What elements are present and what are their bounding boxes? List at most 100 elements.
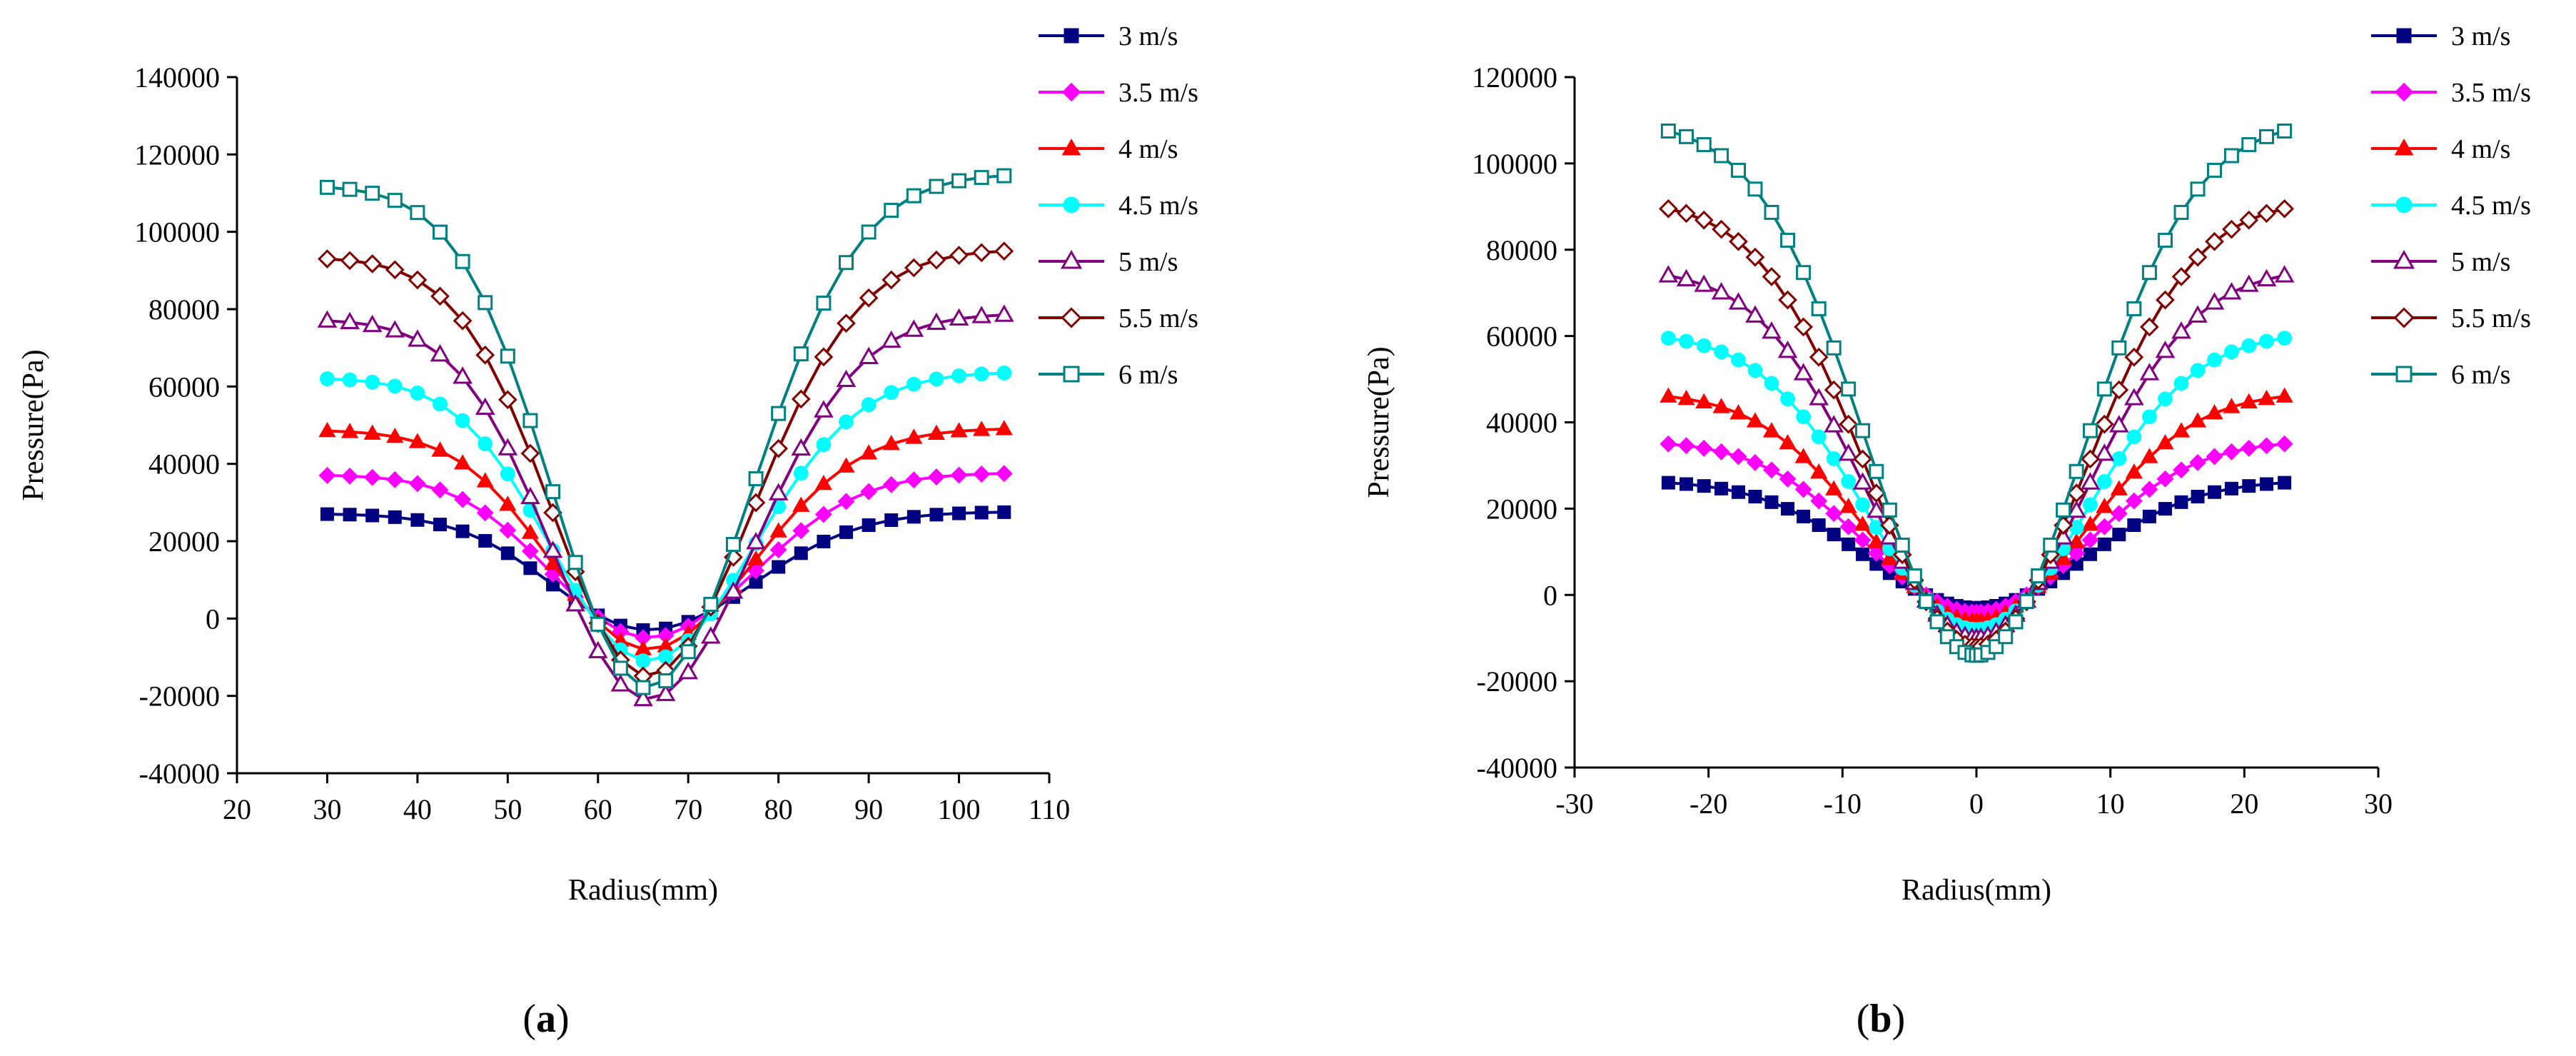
data-point	[791, 438, 812, 456]
x-tick-label: -20	[1689, 788, 1727, 820]
data-point	[2111, 451, 2127, 466]
series-line	[1667, 129, 2285, 657]
legend-item: 5.5 m/s	[1039, 303, 1198, 333]
data-point	[433, 518, 447, 532]
data-point	[2019, 593, 2034, 609]
data-point	[433, 224, 448, 240]
data-point	[2224, 481, 2238, 496]
data-point	[951, 368, 966, 383]
data-point	[520, 443, 540, 463]
data-point	[768, 483, 789, 501]
data-point	[1809, 347, 1829, 367]
data-point	[1762, 267, 1782, 286]
data-point	[1824, 415, 1844, 433]
data-point	[1696, 338, 1712, 353]
data-point	[725, 536, 741, 552]
data-point	[500, 546, 515, 560]
y-tick-label: 40000	[1486, 407, 1557, 439]
data-point	[2188, 247, 2208, 267]
legend-label: 6 m/s	[2451, 360, 2510, 390]
data-point	[2190, 363, 2206, 378]
legend-marker	[1061, 82, 1081, 102]
series-3ms	[1661, 476, 2292, 615]
data-point	[1794, 317, 1813, 337]
data-point	[1882, 502, 1897, 518]
data-point	[769, 522, 787, 538]
data-point	[2156, 470, 2174, 488]
x-tick-label: 30	[2364, 788, 2393, 820]
data-point	[1825, 505, 1843, 523]
data-point	[2083, 547, 2097, 561]
series-4ms	[1660, 387, 2293, 628]
data-point	[884, 513, 899, 528]
data-point	[1729, 404, 1747, 420]
data-point	[2031, 568, 2046, 584]
data-point	[408, 270, 428, 290]
data-point	[859, 346, 879, 364]
data-point	[996, 365, 1012, 381]
y-axis-title: Pressure(Pa)	[17, 349, 50, 501]
data-point	[387, 378, 403, 394]
data-point	[1748, 490, 1762, 504]
data-point	[387, 193, 403, 208]
data-point	[1826, 451, 1842, 466]
data-point	[839, 255, 854, 271]
data-point	[2240, 439, 2258, 457]
legend-label: 5 m/s	[2451, 247, 2510, 277]
data-point	[408, 433, 426, 448]
data-point	[2141, 481, 2158, 498]
data-point	[2206, 404, 2223, 420]
data-point	[1842, 537, 1856, 551]
data-point	[2207, 352, 2222, 368]
data-point	[476, 504, 494, 522]
data-point	[2158, 391, 2173, 407]
data-point	[343, 508, 357, 522]
data-point	[1658, 265, 1679, 283]
data-point	[2112, 528, 2126, 542]
data-point	[1712, 398, 1730, 413]
data-point	[455, 413, 470, 428]
data-point	[950, 422, 968, 438]
data-point	[1810, 492, 1828, 510]
data-point	[1747, 453, 1764, 471]
legend-marker	[1064, 28, 1079, 44]
data-point	[861, 224, 877, 240]
legend-marker	[1063, 196, 1080, 213]
data-point	[1855, 423, 1871, 438]
data-point	[929, 371, 944, 387]
data-point	[408, 475, 426, 493]
data-point	[2223, 443, 2241, 461]
data-point	[2238, 274, 2259, 292]
data-point	[341, 467, 359, 485]
series-6ms	[1660, 124, 2293, 663]
data-point	[365, 186, 380, 201]
data-point	[499, 521, 517, 539]
data-point	[2241, 338, 2257, 353]
data-point	[365, 508, 380, 523]
data-point	[1658, 198, 1678, 218]
data-point	[973, 421, 991, 436]
legend-item: 5 m/s	[2371, 247, 2510, 277]
data-point	[1780, 232, 1796, 248]
data-point	[521, 523, 540, 539]
data-point	[1797, 509, 1811, 523]
legend-item: 4.5 m/s	[2371, 191, 2531, 221]
y-tick-label: -20000	[1477, 665, 1557, 698]
data-point	[837, 493, 855, 511]
y-tick-label: 100000	[134, 216, 220, 248]
data-point	[769, 438, 789, 458]
data-point	[430, 286, 450, 306]
x-tick-label: 100	[938, 793, 981, 825]
data-point	[1825, 480, 1843, 496]
data-point	[2189, 453, 2206, 471]
data-point	[816, 437, 832, 453]
series-6ms	[319, 168, 1012, 695]
data-point	[317, 310, 338, 328]
data-point	[318, 421, 336, 438]
data-point	[1714, 148, 1729, 164]
data-point	[814, 474, 832, 491]
legend-label: 5 m/s	[1118, 247, 1178, 277]
legend-marker	[2393, 249, 2415, 269]
data-point	[430, 343, 450, 362]
